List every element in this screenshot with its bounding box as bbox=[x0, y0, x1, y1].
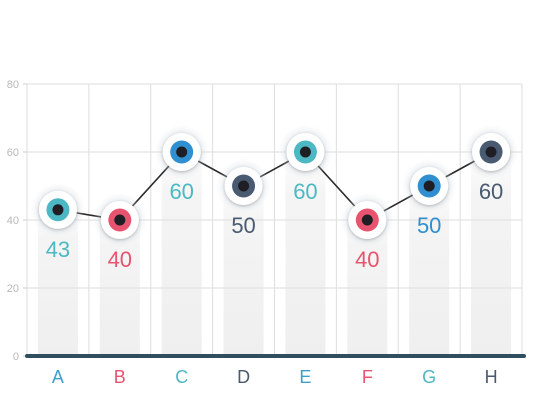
data-points bbox=[30, 125, 519, 247]
x-tick-label-A: A bbox=[52, 367, 64, 387]
x-tick-label-D: D bbox=[237, 367, 250, 387]
x-tick-label-B: B bbox=[114, 367, 126, 387]
gridlines bbox=[26, 83, 523, 356]
data-point-E[interactable] bbox=[278, 125, 333, 179]
data-point-F[interactable] bbox=[340, 193, 395, 247]
data-point-C[interactable] bbox=[154, 125, 209, 179]
value-label-C: 60 bbox=[169, 179, 193, 204]
x-tick-label-F: F bbox=[362, 367, 373, 387]
value-label-D: 50 bbox=[231, 213, 255, 238]
data-point-A[interactable] bbox=[30, 182, 85, 237]
value-label-E: 60 bbox=[293, 179, 317, 204]
value-label-G: 50 bbox=[417, 213, 441, 238]
y-tick-label: 0 bbox=[13, 351, 19, 363]
y-tick-label: 60 bbox=[7, 147, 19, 159]
x-tick-label-G: G bbox=[422, 367, 436, 387]
y-tick-label: 80 bbox=[7, 79, 19, 91]
value-labels: 43 40 60 50 60 40 50 60 bbox=[46, 179, 504, 272]
y-axis: 0 20 40 60 80 bbox=[7, 79, 526, 363]
y-tick-label: 40 bbox=[7, 215, 19, 227]
value-label-F: 40 bbox=[355, 247, 379, 272]
data-point-G[interactable] bbox=[402, 159, 457, 213]
value-label-B: 40 bbox=[108, 247, 132, 272]
value-label-A: 43 bbox=[46, 237, 70, 262]
value-label-H: 60 bbox=[479, 179, 503, 204]
y-tick-label: 20 bbox=[7, 283, 19, 295]
x-axis-labels: A B C D E F G H bbox=[52, 367, 498, 387]
data-point-H[interactable] bbox=[464, 125, 519, 179]
data-point-B[interactable] bbox=[92, 193, 147, 247]
x-tick-label-E: E bbox=[299, 367, 311, 387]
x-tick-label-C: C bbox=[175, 367, 188, 387]
data-point-D[interactable] bbox=[216, 159, 271, 213]
x-tick-label-H: H bbox=[485, 367, 498, 387]
